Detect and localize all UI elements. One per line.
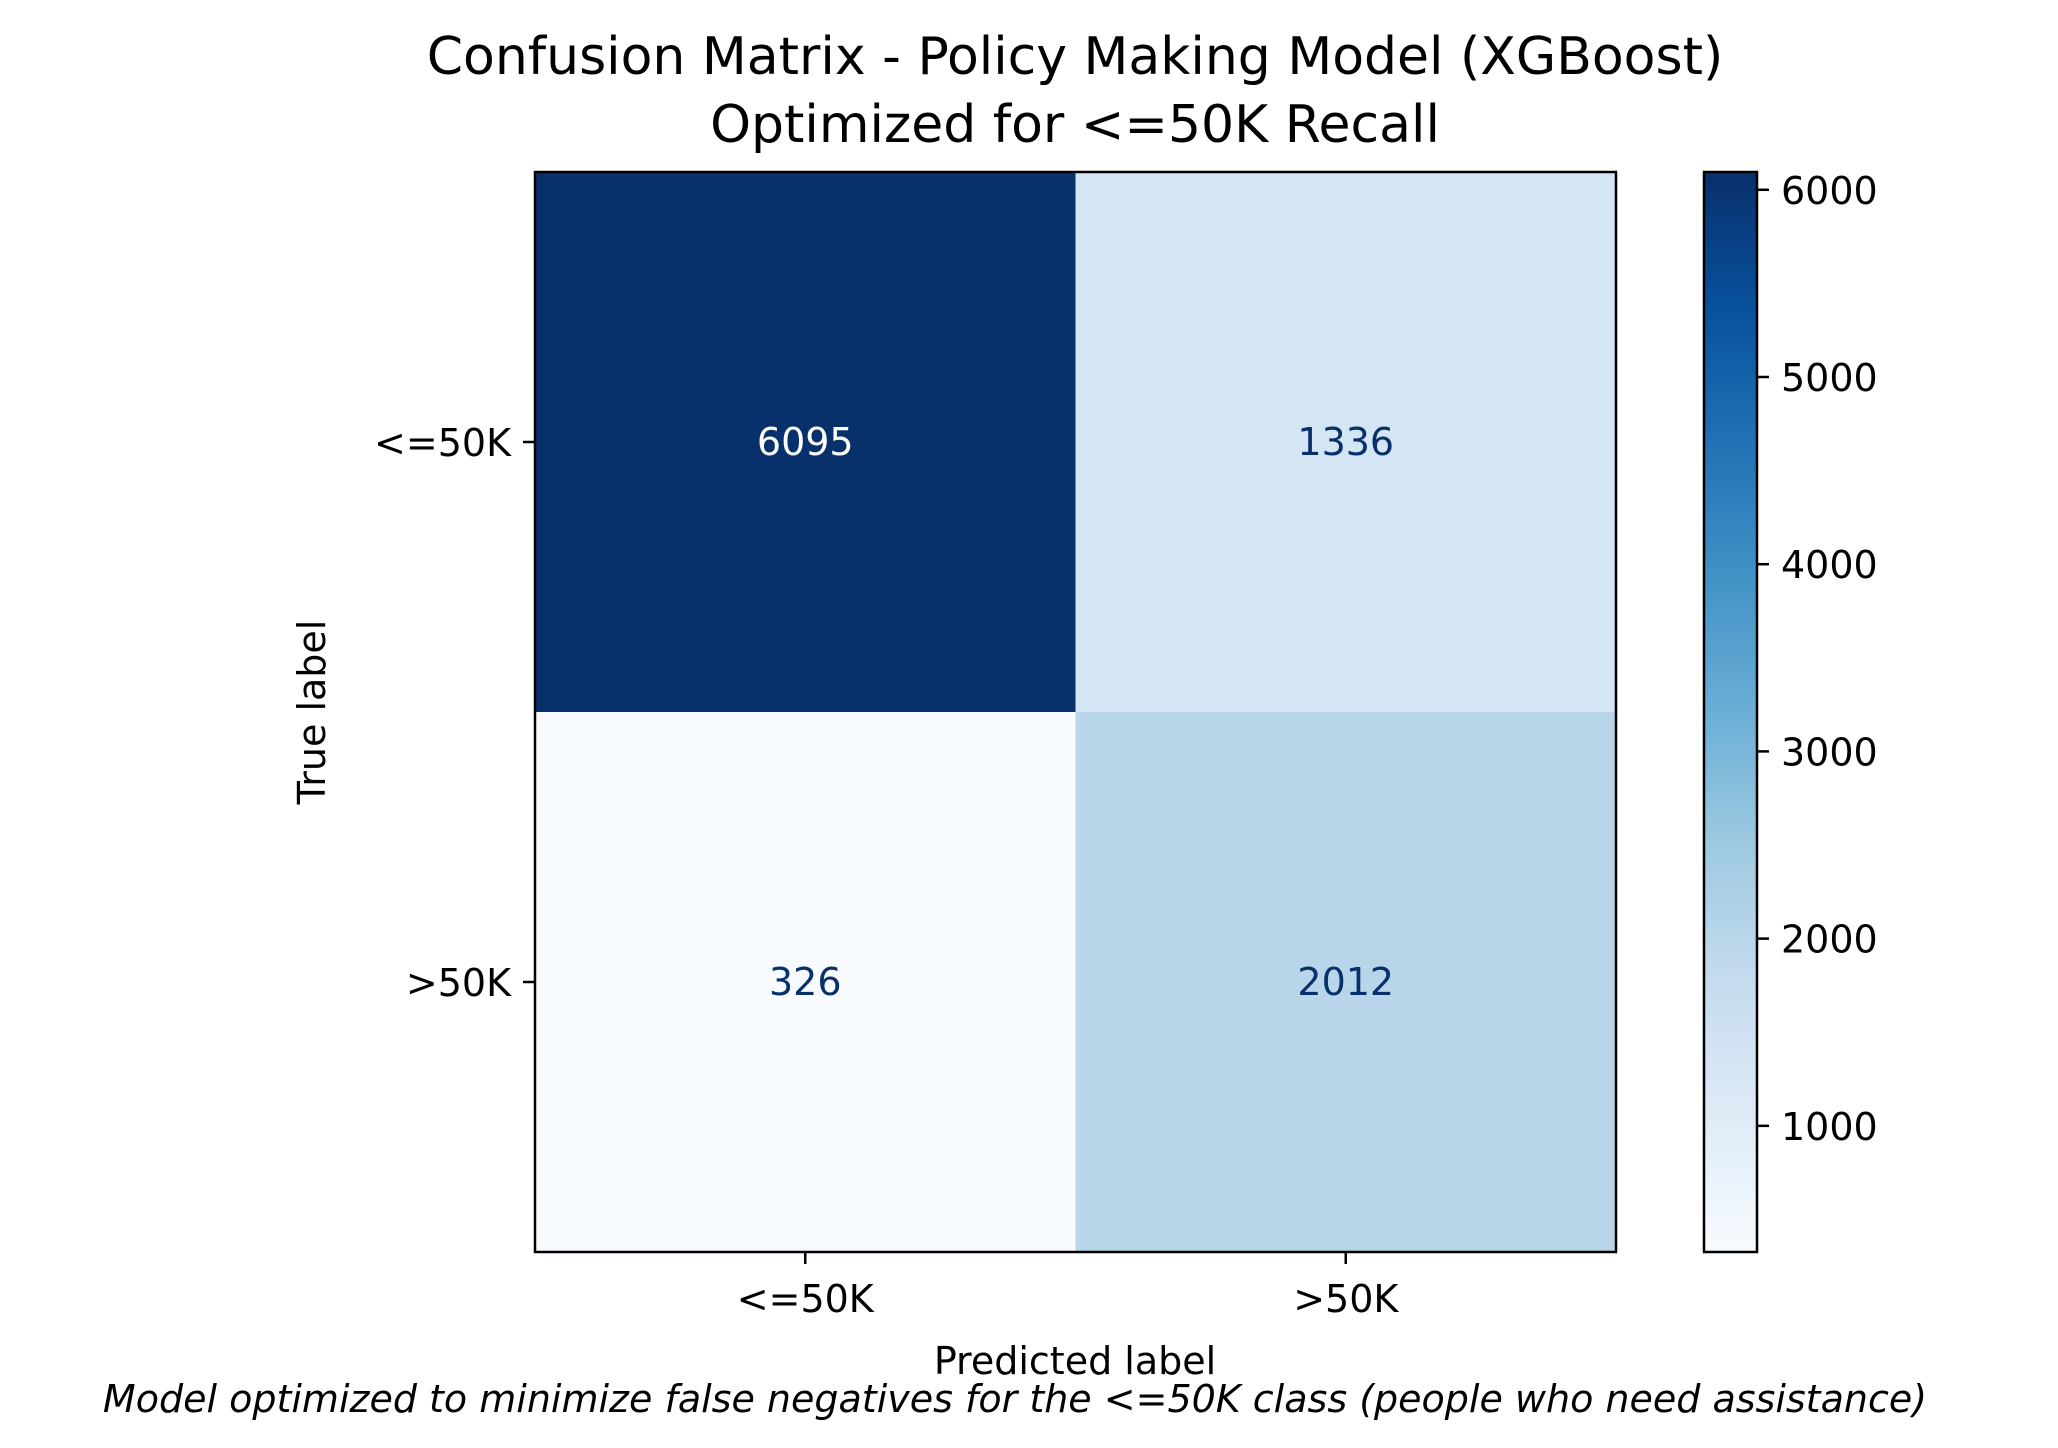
colorbar-tick-label: 4000 bbox=[1781, 543, 1878, 587]
colorbar bbox=[1702, 170, 1759, 1254]
colorbar-tick-label: 6000 bbox=[1781, 169, 1878, 213]
matrix-cell bbox=[1075, 712, 1617, 1253]
matrix-cell bbox=[535, 712, 1076, 1253]
x-tick-label: >50K bbox=[1293, 1277, 1399, 1321]
x-tick-label: <=50K bbox=[737, 1277, 875, 1321]
colorbar-tick-label: 2000 bbox=[1781, 918, 1878, 962]
colorbar-ticks: 1000 2000 3000 4000 5000 6000 bbox=[1757, 169, 1878, 1149]
matrix-cell-value: 2012 bbox=[1297, 960, 1394, 1004]
chart-title: Confusion Matrix - Policy Making Model (… bbox=[427, 27, 1724, 87]
matrix-cell bbox=[535, 172, 1076, 713]
matrix-cell bbox=[1075, 172, 1617, 713]
y-tick-label: <=50K bbox=[374, 421, 512, 465]
chart-caption: Model optimized to minimize false negati… bbox=[103, 1377, 1927, 1421]
chart-subtitle: Optimized for <=50K Recall bbox=[710, 95, 1440, 155]
colorbar-tick-label: 5000 bbox=[1781, 356, 1878, 400]
y-axis-ticks: <=50K >50K bbox=[374, 421, 535, 1005]
x-axis-ticks: <=50K >50K bbox=[737, 1252, 1399, 1321]
y-tick-label: >50K bbox=[406, 961, 512, 1005]
matrix-cell-value: 326 bbox=[769, 960, 842, 1004]
x-axis-label: Predicted label bbox=[934, 1339, 1216, 1383]
matrix-cell-value: 1336 bbox=[1297, 420, 1394, 464]
matrix-cells: 6095 1336 326 2012 bbox=[535, 172, 1617, 1253]
colorbar-tick-label: 1000 bbox=[1781, 1105, 1878, 1149]
y-axis-label: True label bbox=[290, 620, 334, 806]
matrix-frame bbox=[533, 170, 1618, 1254]
colorbar-tick-label: 3000 bbox=[1781, 730, 1878, 774]
matrix-cell-value: 6095 bbox=[757, 420, 854, 464]
